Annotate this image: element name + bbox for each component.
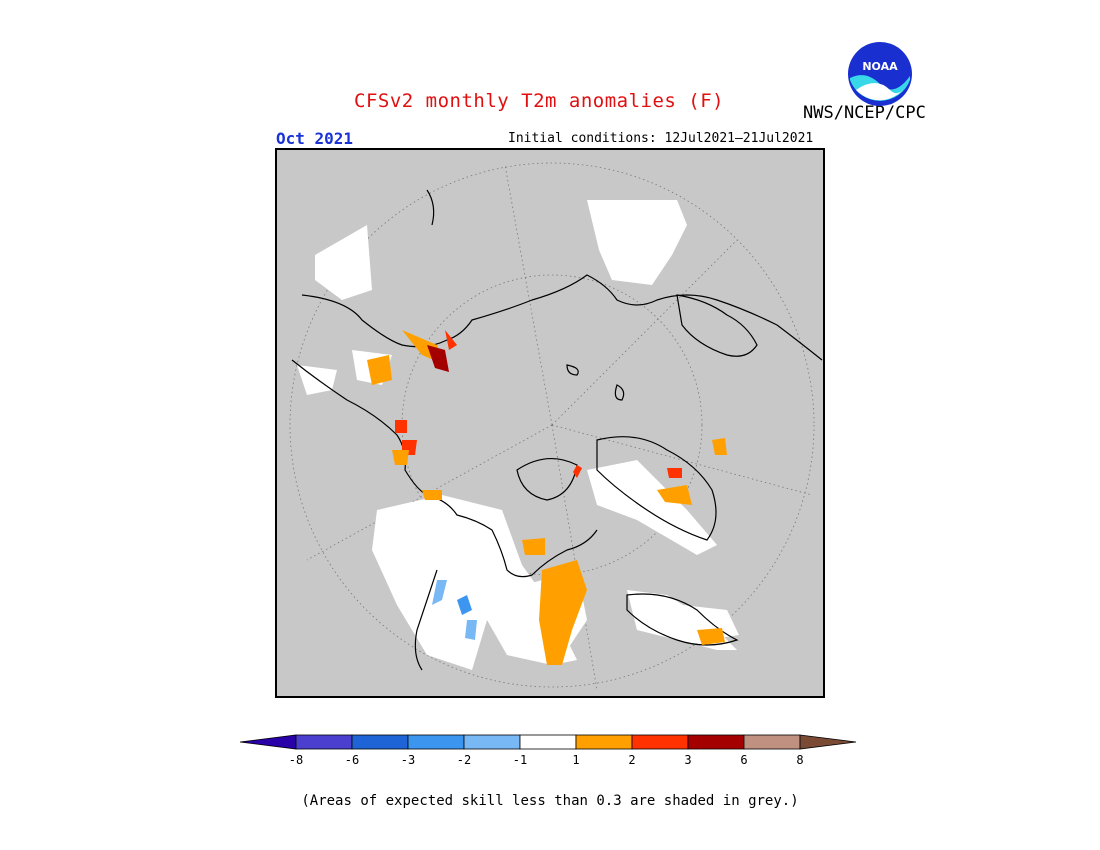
polar-map bbox=[275, 148, 825, 698]
legend-swatch bbox=[519, 734, 577, 750]
legend-swatch bbox=[351, 734, 409, 750]
legend-tick-label: -3 bbox=[400, 753, 416, 767]
anomaly-patches bbox=[367, 330, 727, 665]
forecast-month: Oct 2021 bbox=[276, 129, 354, 148]
noaa-logo-text: NOAA bbox=[862, 60, 898, 73]
legend-tick-label: 8 bbox=[796, 753, 804, 767]
legend-swatch bbox=[575, 734, 633, 750]
legend-tick-label: -8 bbox=[288, 753, 304, 767]
color-legend-bar bbox=[239, 734, 857, 750]
legend-swatch bbox=[743, 734, 801, 750]
legend-tick-label: -6 bbox=[344, 753, 360, 767]
legend-tick-label: 6 bbox=[740, 753, 748, 767]
legend-swatch bbox=[295, 734, 353, 750]
agency-label: NWS/NCEP/CPC bbox=[803, 103, 926, 123]
legend-swatch bbox=[463, 734, 521, 750]
noaa-logo: NOAA bbox=[846, 40, 914, 108]
initial-conditions: Initial conditions: 12Jul2021–21Jul2021 bbox=[508, 131, 814, 146]
legend-arrow-high bbox=[799, 734, 857, 750]
legend-tick-label: 2 bbox=[628, 753, 636, 767]
legend-swatch bbox=[687, 734, 745, 750]
legend-swatch bbox=[631, 734, 689, 750]
legend-arrow-low bbox=[239, 734, 297, 750]
near-normal-areas bbox=[297, 200, 739, 670]
legend-tick-label: -2 bbox=[456, 753, 472, 767]
legend-tick-label: 3 bbox=[684, 753, 692, 767]
skill-footnote: (Areas of expected skill less than 0.3 a… bbox=[301, 793, 799, 809]
legend-swatch bbox=[407, 734, 465, 750]
color-legend bbox=[239, 730, 860, 758]
map-canvas bbox=[289, 162, 823, 691]
chart-title: CFSv2 monthly T2m anomalies (F) bbox=[354, 90, 725, 112]
legend-tick-label: -1 bbox=[512, 753, 528, 767]
coastlines bbox=[291, 189, 823, 671]
legend-tick-label: 1 bbox=[572, 753, 580, 767]
